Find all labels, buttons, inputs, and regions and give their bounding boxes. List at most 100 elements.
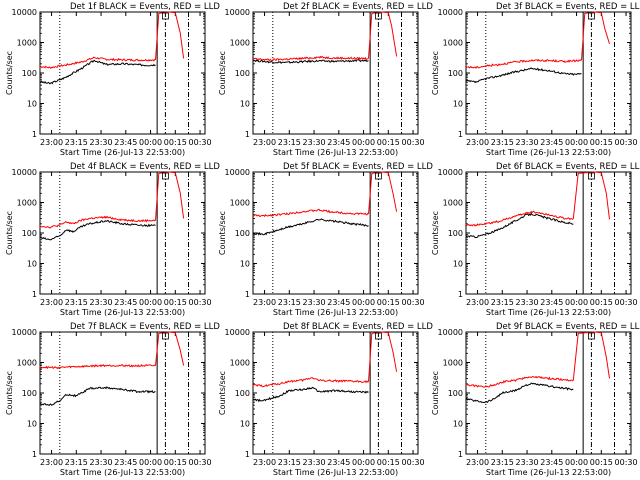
series-events (465, 67, 582, 84)
x-tick-label: 00:30 (189, 458, 212, 467)
y-tick-label: 1 (245, 130, 250, 139)
series-lld-spike (155, 171, 185, 221)
x-tick-label: 00:15 (377, 138, 400, 147)
x-axis-label: Start Time (26-Jul-13 22:53:00) (486, 308, 611, 317)
y-tick-label: 100 (235, 229, 250, 238)
x-tick-label: 00:15 (590, 298, 613, 307)
series-lld-spike (581, 11, 610, 61)
x-tick-label: 00:30 (402, 138, 425, 147)
y-tick-label: 1 (245, 290, 250, 299)
x-tick-label: 23:45 (327, 298, 350, 307)
x-tick-label: 00:00 (139, 298, 162, 307)
y-tick-label: 10000 (12, 8, 37, 17)
series-events (252, 386, 369, 403)
y-tick-label: 1 (458, 290, 463, 299)
series-lld-spike (368, 11, 398, 59)
x-tick-label: 23:30 (90, 458, 113, 467)
x-tick-label: 23:30 (516, 298, 539, 307)
peak-marker-box (161, 12, 169, 20)
panel-det-7: Det 7f BLACK = Events, RED = LLD 1 10 100 10… (5, 322, 220, 477)
y-tick-label: 10 (240, 420, 250, 429)
panel-det-2: Det 2f BLACK = Events, RED = LLD 1 10 100 10… (218, 2, 433, 157)
y-tick-label: 100 (235, 69, 250, 78)
y-axis-label: Counts/sec (5, 51, 14, 95)
y-axis-label: Counts/sec (431, 51, 440, 95)
series-lld-spike (368, 171, 398, 215)
plot-frame (39, 171, 206, 295)
y-tick-label: 1 (32, 130, 37, 139)
y-tick-label: 1000 (443, 39, 463, 48)
x-tick-label: 23:00 (466, 138, 489, 147)
x-tick-label: 23:45 (114, 298, 137, 307)
y-tick-label: 10000 (225, 168, 250, 177)
series-lld-spike (155, 11, 185, 60)
y-axis-label: Counts/sec (218, 51, 227, 95)
x-tick-label: 23:30 (90, 298, 113, 307)
x-tick-label: 23:30 (303, 458, 326, 467)
panel-det-8: Det 8f BLACK = Events, RED = LLD 1 10 100 10… (218, 322, 433, 477)
x-tick-label: 00:30 (615, 458, 638, 467)
y-tick-label: 10000 (12, 168, 37, 177)
x-tick-label: 23:45 (114, 458, 137, 467)
x-tick-label: 23:00 (253, 298, 276, 307)
x-tick-label: 23:15 (65, 298, 88, 307)
x-tick-label: 00:30 (402, 298, 425, 307)
x-tick-label: 00:00 (565, 458, 588, 467)
y-tick-label: 1000 (17, 199, 37, 208)
y-tick-label: 10000 (225, 8, 250, 17)
x-tick-label: 23:45 (540, 298, 563, 307)
panel-title: Det 6f BLACK = Events, RED = LLD (496, 162, 640, 172)
x-tick-label: 23:00 (466, 458, 489, 467)
y-axis-label: Counts/sec (431, 371, 440, 415)
y-tick-label: 1 (32, 290, 37, 299)
y-tick-label: 1 (32, 450, 37, 459)
x-tick-label: 00:00 (565, 298, 588, 307)
series-events (39, 386, 156, 407)
x-tick-label: 00:15 (164, 138, 187, 147)
y-tick-label: 1000 (443, 199, 463, 208)
y-tick-label: 10 (453, 100, 463, 109)
x-axis-label: Start Time (26-Jul-13 22:53:00) (60, 308, 185, 317)
x-tick-label: 23:15 (278, 458, 301, 467)
y-tick-label: 1000 (17, 359, 37, 368)
x-tick-label: 23:30 (303, 298, 326, 307)
x-tick-label: 23:30 (516, 138, 539, 147)
y-tick-label: 10 (453, 420, 463, 429)
y-tick-label: 100 (22, 69, 37, 78)
series-lld (252, 377, 369, 388)
x-axis-label: Start Time (26-Jul-13 22:53:00) (60, 148, 185, 157)
series-lld (465, 375, 574, 388)
y-axis-label: Counts/sec (5, 211, 14, 255)
peak-marker-box (374, 332, 382, 340)
x-tick-label: 00:30 (402, 458, 425, 467)
y-axis-label: Counts/sec (431, 211, 440, 255)
peak-marker-box (588, 12, 595, 20)
y-tick-label: 10000 (225, 328, 250, 337)
y-tick-label: 10 (27, 260, 37, 269)
x-tick-label: 00:30 (615, 138, 638, 147)
panel-title: Det 1f BLACK = Events, RED = LLD (70, 2, 220, 12)
x-tick-label: 23:15 (278, 298, 301, 307)
plot-frame (252, 331, 419, 455)
x-axis-label: Start Time (26-Jul-13 22:53:00) (60, 468, 185, 477)
panel-det-1: Det 1f BLACK = Events, RED = LLD 1 10 100 10… (5, 2, 220, 157)
y-tick-label: 10 (453, 260, 463, 269)
y-tick-label: 100 (235, 389, 250, 398)
x-tick-label: 23:00 (466, 298, 489, 307)
x-tick-label: 00:00 (139, 138, 162, 147)
x-tick-label: 23:15 (65, 458, 88, 467)
y-tick-label: 10000 (12, 328, 37, 337)
y-tick-label: 10000 (438, 328, 463, 337)
peak-marker-box (374, 12, 382, 20)
x-tick-label: 23:15 (491, 298, 514, 307)
x-tick-label: 00:30 (615, 298, 638, 307)
x-tick-label: 00:15 (590, 458, 613, 467)
y-axis-label: Counts/sec (5, 371, 14, 415)
y-tick-label: 1000 (230, 199, 250, 208)
x-tick-label: 23:30 (303, 138, 326, 147)
plot-frame (39, 11, 206, 135)
panel-title: Det 4f BLACK = Events, RED = LLD (70, 162, 220, 172)
y-tick-label: 100 (22, 389, 37, 398)
series-lld (40, 56, 156, 70)
